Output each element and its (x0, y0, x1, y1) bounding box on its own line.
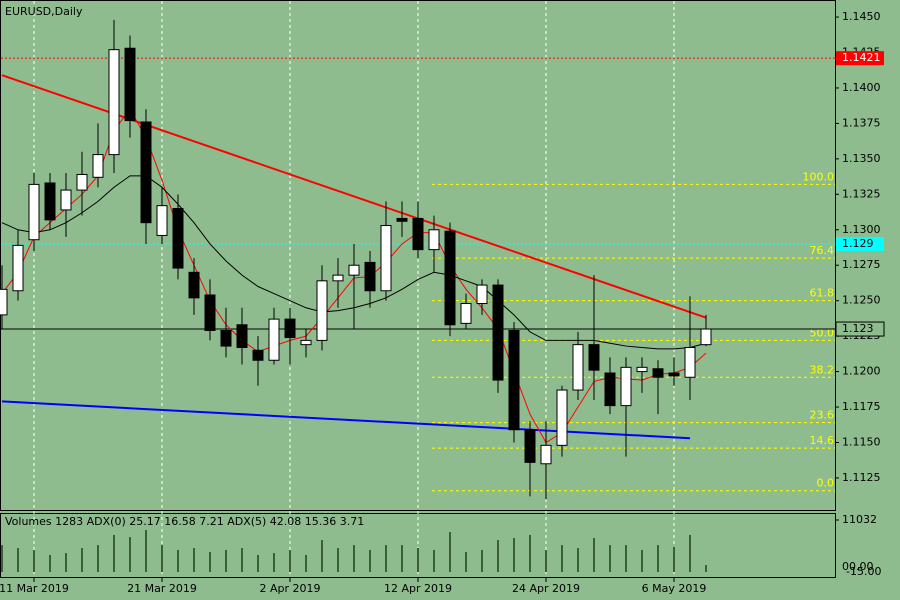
candle-body (188, 271, 200, 299)
y-tick-label: 1.1350 (842, 152, 881, 165)
candle-body (540, 444, 552, 465)
x-tick-label: 24 Apr 2019 (512, 582, 580, 595)
indicator-tick-label: 11032 (842, 513, 877, 526)
candle-body (636, 366, 648, 373)
candle-body (444, 230, 456, 326)
fib-label: 50.0 (810, 326, 835, 339)
candle-body (316, 280, 328, 341)
candle-body (412, 217, 424, 251)
candle-body (348, 264, 360, 276)
candle-body (284, 318, 296, 339)
indicator-axis-label: -15.00 (846, 565, 881, 578)
y-tick-label: 1.1250 (842, 294, 881, 307)
fib-label: 14.6 (810, 434, 835, 447)
price-label-box (836, 51, 884, 66)
indicator-axis-label: 00.00 (842, 560, 874, 573)
candle-body (108, 49, 120, 156)
candles (0, 19, 712, 572)
trendline (1, 400, 691, 440)
y-tick-label: 1.1450 (842, 10, 881, 23)
candle-body (172, 208, 184, 269)
x-tick-label: 11 Mar 2019 (0, 582, 69, 595)
candle-body (92, 154, 104, 178)
candle-body (604, 372, 616, 407)
candle-body (588, 344, 600, 371)
candle-body (236, 324, 248, 348)
price-label: 1.1421 (842, 51, 881, 64)
x-tick-label: 6 May 2019 (642, 582, 707, 595)
candle-body (492, 284, 504, 381)
candle-body (652, 368, 664, 378)
candle-body (524, 429, 536, 463)
candle-body (252, 349, 264, 361)
price-label-box (836, 236, 884, 251)
candle-body (44, 182, 56, 221)
candle-body (124, 47, 136, 122)
candle-body (460, 303, 472, 324)
candle-body (620, 366, 632, 407)
fib-label: 76.4 (810, 244, 835, 257)
candle-body (572, 344, 584, 391)
candle-body (60, 189, 72, 211)
candle-body (556, 389, 568, 446)
y-tick-label: 1.1400 (842, 81, 881, 94)
fib-label: 38.2 (810, 363, 835, 376)
price-label: 1.129 (842, 237, 874, 250)
candle-body (0, 288, 8, 316)
y-tick-label: 1.1125 (842, 471, 881, 484)
candle-body (12, 244, 24, 292)
main-window-frame (0, 0, 836, 511)
candle-body (204, 294, 216, 331)
candle-body (332, 274, 344, 282)
y-tick-label: 1.1275 (842, 258, 881, 271)
candle-body (268, 318, 280, 361)
price-axis: 1.14501.14251.14001.13751.13501.13251.13… (0, 10, 885, 595)
y-tick-label: 1.1175 (842, 400, 881, 413)
x-tick-label: 21 Mar 2019 (127, 582, 197, 595)
y-tick-label: 1.1300 (842, 223, 881, 236)
candle-body (476, 284, 488, 305)
y-tick-label: 1.1375 (842, 116, 881, 129)
price-label: 1.123 (842, 322, 874, 335)
fib-label: 100.0 (803, 170, 835, 183)
y-tick-label: 1.1325 (842, 187, 881, 200)
y-tick-label: 1.1150 (842, 435, 881, 448)
indicator-title: Volumes 1283 ADX(0) 25.17 16.58 7.21 ADX… (5, 515, 364, 528)
candle-body (668, 372, 680, 377)
fib-label: 23.6 (810, 409, 835, 422)
candle-body (684, 346, 696, 378)
candle-body (28, 183, 40, 241)
candle-body (76, 173, 88, 191)
candle-body (300, 339, 312, 346)
grid (33, 1, 675, 577)
candle-body (380, 225, 392, 292)
candle-body (508, 329, 520, 431)
fib-label: 0.0 (817, 477, 835, 490)
candle-body (156, 205, 168, 236)
candle-body (428, 229, 440, 251)
x-tick-label: 12 Apr 2019 (384, 582, 452, 595)
fib-label: 61.8 (810, 287, 835, 300)
candle-body (364, 261, 376, 292)
x-tick-label: 2 Apr 2019 (259, 582, 320, 595)
candle-body (140, 121, 152, 224)
y-tick-label: 1.1200 (842, 365, 881, 378)
candle-body (396, 217, 408, 222)
price-label-box (835, 321, 885, 337)
candle-body (700, 328, 712, 346)
chart-title: EURUSD,Daily (5, 5, 83, 18)
candle-body (220, 329, 232, 347)
